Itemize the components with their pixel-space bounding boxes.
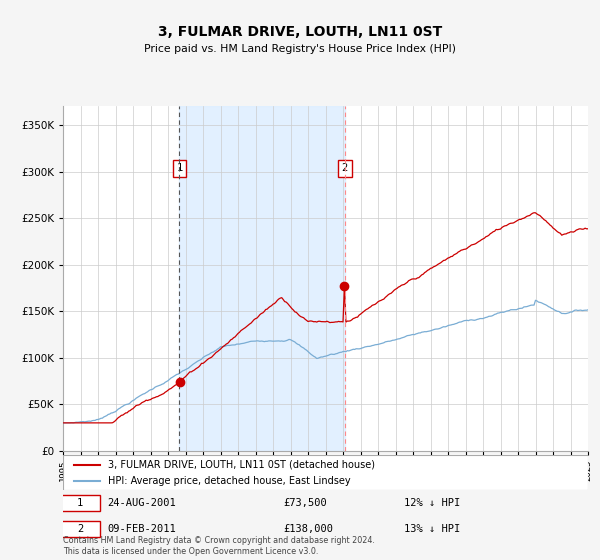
FancyBboxPatch shape <box>61 495 100 511</box>
Bar <box>179 106 345 451</box>
FancyBboxPatch shape <box>63 455 588 490</box>
Text: 3, FULMAR DRIVE, LOUTH, LN11 0ST (detached house): 3, FULMAR DRIVE, LOUTH, LN11 0ST (detach… <box>107 460 374 470</box>
Text: 2: 2 <box>77 524 83 534</box>
Text: 13% ↓ HPI: 13% ↓ HPI <box>404 524 461 534</box>
Text: 1: 1 <box>176 164 182 174</box>
Text: £138,000: £138,000 <box>284 524 334 534</box>
Text: £73,500: £73,500 <box>284 498 327 508</box>
Text: Contains HM Land Registry data © Crown copyright and database right 2024.
This d: Contains HM Land Registry data © Crown c… <box>63 536 375 556</box>
Text: HPI: Average price, detached house, East Lindsey: HPI: Average price, detached house, East… <box>107 475 350 486</box>
Text: 24-AUG-2001: 24-AUG-2001 <box>107 498 176 508</box>
Text: Price paid vs. HM Land Registry's House Price Index (HPI): Price paid vs. HM Land Registry's House … <box>144 44 456 54</box>
Text: 2: 2 <box>341 164 348 174</box>
Text: 09-FEB-2011: 09-FEB-2011 <box>107 524 176 534</box>
FancyBboxPatch shape <box>61 521 100 536</box>
Text: 3, FULMAR DRIVE, LOUTH, LN11 0ST: 3, FULMAR DRIVE, LOUTH, LN11 0ST <box>158 25 442 39</box>
Text: 12% ↓ HPI: 12% ↓ HPI <box>404 498 461 508</box>
Text: 1: 1 <box>77 498 83 508</box>
